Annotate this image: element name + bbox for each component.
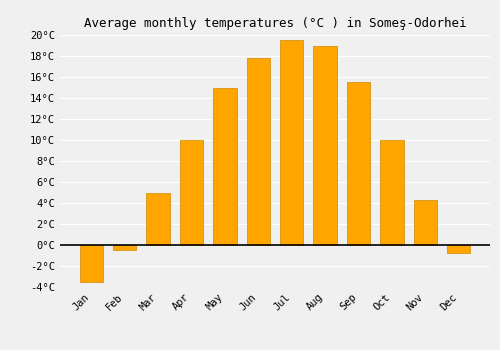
Bar — [414, 200, 437, 245]
Bar — [213, 88, 236, 245]
Bar — [314, 46, 337, 245]
Bar — [347, 82, 370, 245]
Title: Average monthly temperatures (°C ) in Someş-Odorhei: Average monthly temperatures (°C ) in So… — [84, 17, 466, 30]
Bar — [113, 245, 136, 250]
Bar — [280, 40, 303, 245]
Bar — [246, 58, 270, 245]
Bar — [447, 245, 470, 253]
Bar — [380, 140, 404, 245]
Bar — [80, 245, 103, 282]
Bar — [180, 140, 203, 245]
Bar — [146, 193, 170, 245]
